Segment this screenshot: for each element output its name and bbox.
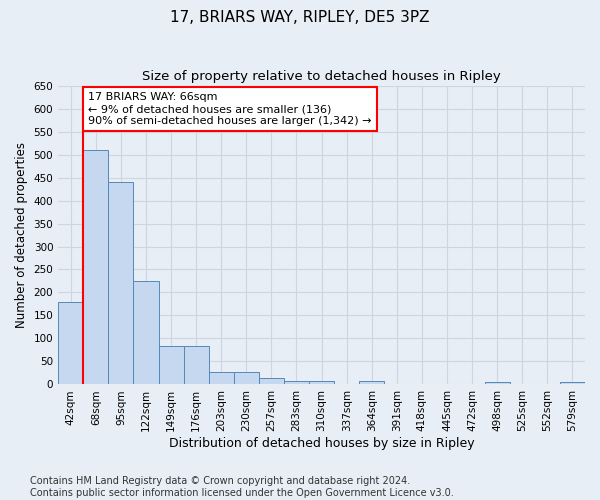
Bar bbox=[259, 378, 284, 384]
Bar bbox=[309, 381, 334, 384]
Text: Contains HM Land Registry data © Crown copyright and database right 2024.
Contai: Contains HM Land Registry data © Crown c… bbox=[30, 476, 454, 498]
Y-axis label: Number of detached properties: Number of detached properties bbox=[15, 142, 28, 328]
Bar bbox=[83, 150, 109, 384]
Text: 17, BRIARS WAY, RIPLEY, DE5 3PZ: 17, BRIARS WAY, RIPLEY, DE5 3PZ bbox=[170, 10, 430, 25]
Bar bbox=[184, 346, 209, 385]
Bar bbox=[234, 372, 259, 384]
Bar bbox=[133, 281, 158, 384]
Bar bbox=[284, 381, 309, 384]
Bar bbox=[58, 302, 83, 384]
Bar bbox=[560, 382, 585, 384]
Bar bbox=[209, 372, 234, 384]
Text: 17 BRIARS WAY: 66sqm
← 9% of detached houses are smaller (136)
90% of semi-detac: 17 BRIARS WAY: 66sqm ← 9% of detached ho… bbox=[88, 92, 372, 126]
Title: Size of property relative to detached houses in Ripley: Size of property relative to detached ho… bbox=[142, 70, 501, 83]
X-axis label: Distribution of detached houses by size in Ripley: Distribution of detached houses by size … bbox=[169, 437, 475, 450]
Bar bbox=[109, 182, 133, 384]
Bar bbox=[485, 382, 510, 384]
Bar bbox=[158, 346, 184, 385]
Bar bbox=[359, 381, 385, 384]
